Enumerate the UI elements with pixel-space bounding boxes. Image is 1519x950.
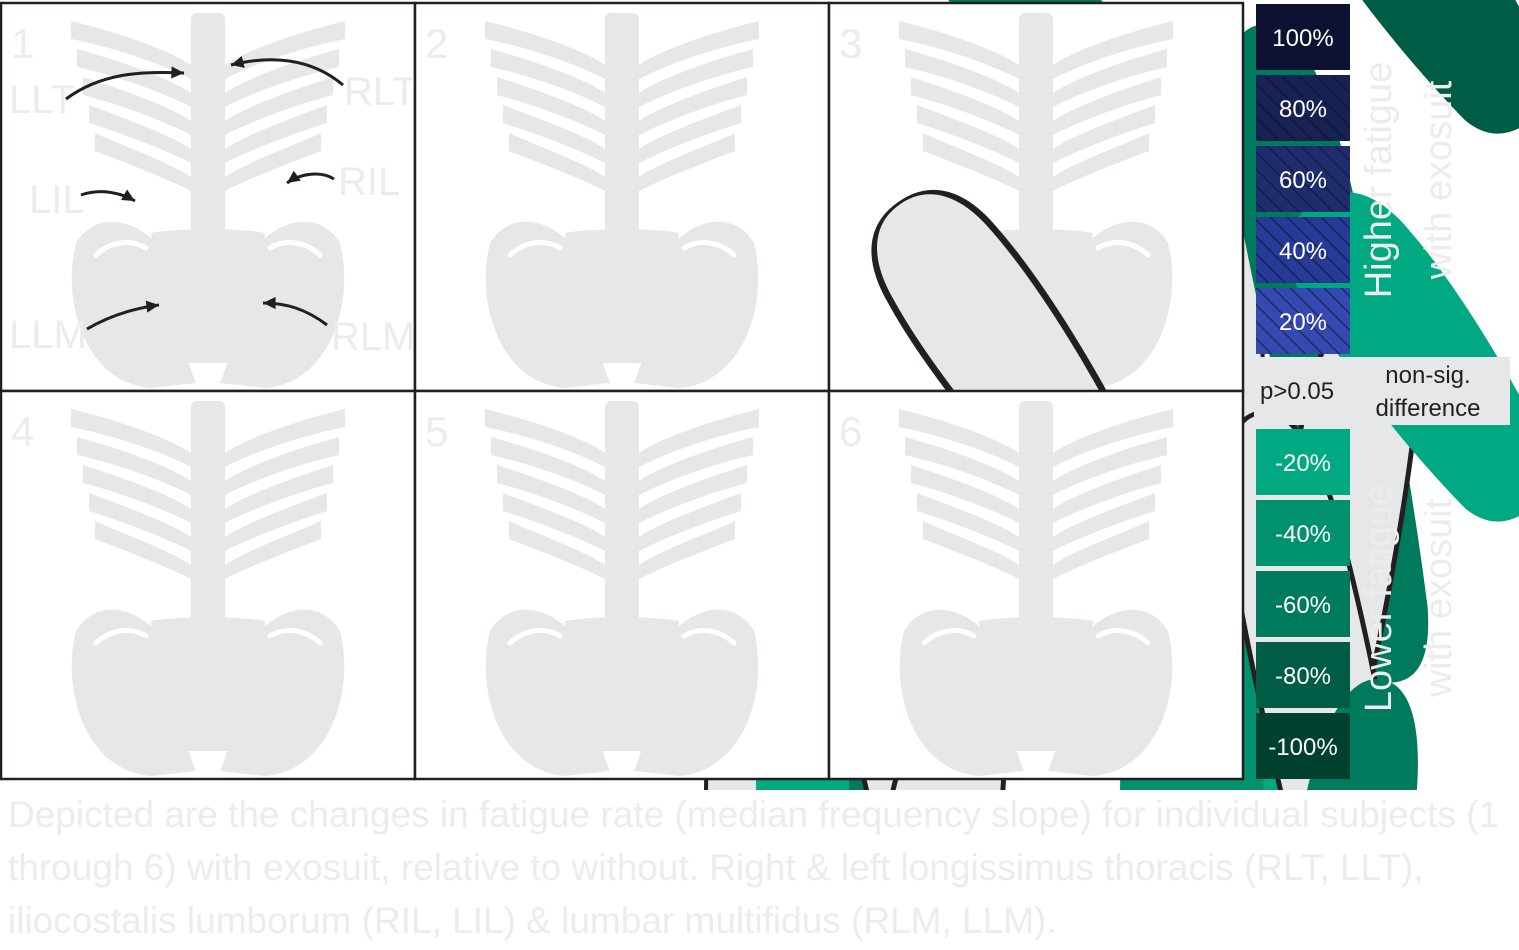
svg-text:with exosuit: with exosuit — [1418, 498, 1460, 698]
arrow-head — [287, 170, 301, 183]
skeleton-silhouette — [899, 401, 1173, 776]
subject-panel-4: 4 — [0, 164, 1170, 790]
legend-swatch-positive: 80% — [1256, 75, 1350, 141]
label-llt: LLT — [9, 78, 75, 122]
arrow-head — [263, 296, 276, 310]
legend-swatch-label: 40% — [1279, 238, 1327, 265]
label-ril: RIL — [338, 160, 400, 204]
legend-swatch-label: -40% — [1275, 521, 1331, 548]
panel-number: 3 — [839, 20, 862, 67]
pointer-arrow — [230, 58, 344, 87]
legend: 100% 80% 60% 40% 20% p>0.05 non-sig. difference… — [1254, 4, 1510, 779]
panel-number: 4 — [11, 408, 34, 455]
legend-swatch-positive: 20% — [1256, 288, 1350, 354]
panel-number: 1 — [11, 20, 34, 67]
legend-nonsig: p>0.05 non-sig. difference — [1254, 357, 1510, 425]
panel-number: 2 — [425, 20, 448, 67]
nonsig-line1: non-sig. — [1385, 362, 1470, 389]
legend-swatch-negative: -20% — [1256, 429, 1350, 495]
legend-swatch-label: 20% — [1279, 309, 1327, 336]
legend-swatch-label: 100% — [1272, 25, 1333, 52]
legend-swatch-label: -60% — [1275, 592, 1331, 619]
figure-caption: Depicted are the changes in fatigue rate… — [8, 794, 1500, 941]
subject-panel-1: 1 LLT RLT LIL RIL LLM RLM — [0, 0, 1169, 790]
legend-swatch-label: 60% — [1279, 167, 1327, 194]
subject-panel-2: 2 — [413, 0, 1519, 790]
arrow-head — [145, 300, 159, 313]
arrow-head — [231, 56, 245, 68]
arrow-head — [171, 66, 184, 79]
skeleton-silhouette — [71, 401, 345, 776]
svg-text:Higher fatigue: Higher fatigue — [1358, 62, 1400, 299]
legend-swatch-label: -80% — [1275, 663, 1331, 690]
nonsig-pvalue: p>0.05 — [1260, 378, 1334, 405]
figure-canvas: 1 LLT RLT LIL RIL LLM RLM 2 3 4 5 6 100% 80% 60% 40% 20… — [0, 0, 1519, 790]
lower-fatigue-label: Lower fatigue with exosuit — [1358, 484, 1460, 712]
label-rlt: RLT — [344, 70, 417, 114]
nonsig-line2: difference — [1376, 395, 1481, 422]
legend-swatch-positive: 100% — [1256, 4, 1350, 70]
higher-fatigue-label: Higher fatigue with exosuit — [1358, 62, 1460, 299]
legend-swatch-negative: -80% — [1256, 642, 1350, 708]
panel-number: 6 — [839, 408, 862, 455]
skeleton-silhouette — [485, 13, 759, 388]
legend-swatch-positive: 60% — [1256, 146, 1350, 212]
legend-swatch-negative: -60% — [1256, 571, 1350, 637]
muscle-llm — [1400, 702, 1519, 790]
panel-number: 5 — [425, 408, 448, 455]
svg-text:Lower fatigue: Lower fatigue — [1358, 484, 1400, 712]
legend-swatch-negative: -40% — [1256, 500, 1350, 566]
label-rlm: RLM — [331, 315, 415, 359]
subject-panel-6: 6 — [827, 389, 1245, 781]
legend-swatch-label: 80% — [1279, 96, 1327, 123]
legend-swatch-positive: 40% — [1256, 217, 1350, 283]
label-llm: LLM — [9, 313, 87, 357]
svg-text:with exosuit: with exosuit — [1418, 80, 1460, 280]
pointer-arrow — [65, 70, 185, 101]
skeleton-silhouette — [485, 401, 759, 776]
legend-swatch-label: -20% — [1275, 450, 1331, 477]
legend-swatch-label: -100% — [1268, 734, 1337, 761]
subject-panel-5: 5 — [413, 165, 1519, 790]
legend-swatch-negative: -100% — [1256, 713, 1350, 779]
label-lil: LIL — [29, 178, 85, 222]
arrow-head — [121, 189, 135, 201]
